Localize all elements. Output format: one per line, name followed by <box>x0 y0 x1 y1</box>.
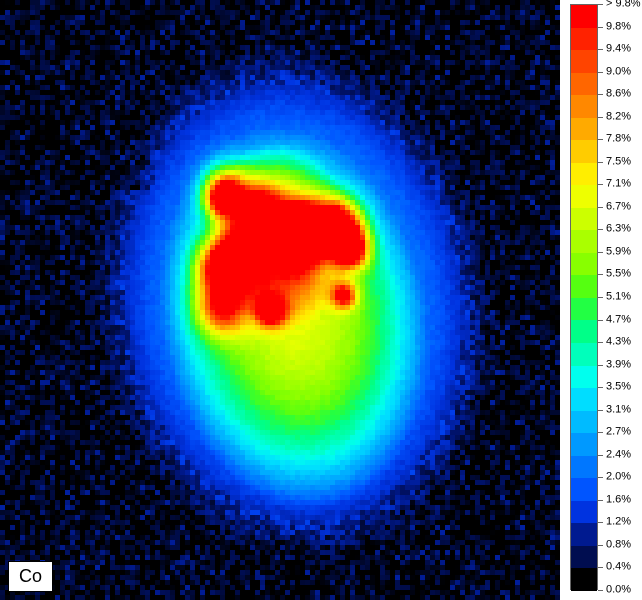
tick-label: 5.5% <box>603 269 631 280</box>
colorbar <box>570 4 598 590</box>
colorbar-segment <box>571 366 597 389</box>
tick-label: 9.4% <box>603 44 631 55</box>
colorbar-segment <box>571 343 597 366</box>
colorbar-segment <box>571 50 597 73</box>
colorbar-tick: 6.3% <box>598 229 631 230</box>
colorbar-tick: 0.8% <box>598 545 631 546</box>
colorbar-tick: 9.4% <box>598 49 631 50</box>
tick-label: 2.7% <box>603 427 631 438</box>
colorbar-tick: 7.8% <box>598 139 631 140</box>
colorbar-segment <box>571 546 597 569</box>
colorbar-tick: 7.1% <box>598 184 631 185</box>
tick-label: 1.2% <box>603 517 631 528</box>
colorbar-segment <box>571 230 597 253</box>
colorbar-segment <box>571 388 597 411</box>
colorbar-tick: 3.9% <box>598 365 631 366</box>
tick-label: 2.4% <box>603 449 631 460</box>
colorbar-tick: 4.7% <box>598 320 631 321</box>
colorbar-segment <box>571 253 597 276</box>
colorbar-segment <box>571 73 597 96</box>
colorbar-tick: 2.4% <box>598 455 631 456</box>
colorbar-segment <box>571 275 597 298</box>
colorbar-tick: 6.7% <box>598 207 631 208</box>
colorbar-tick: 9.8% <box>598 27 631 28</box>
colorbar-tick: 2.0% <box>598 477 631 478</box>
colorbar-tick: 5.9% <box>598 252 631 253</box>
tick-label: 7.8% <box>603 134 631 145</box>
tick-label: 6.3% <box>603 224 631 235</box>
colorbar-tick: 0.4% <box>598 567 631 568</box>
tick-label: 9.0% <box>603 66 631 77</box>
colorbar-tick: 5.5% <box>598 274 631 275</box>
colorbar-tick: 2.7% <box>598 432 631 433</box>
tick-label: 5.1% <box>603 292 631 303</box>
element-symbol-label: Co <box>8 561 53 592</box>
colorbar-segment <box>571 208 597 231</box>
colorbar-segment <box>571 5 597 28</box>
tick-label: 4.7% <box>603 314 631 325</box>
tick-label: 8.6% <box>603 89 631 100</box>
colorbar-tick: > 9.8% <box>598 4 641 5</box>
colorbar-segment <box>571 298 597 321</box>
tick-label: 5.9% <box>603 246 631 257</box>
colorbar-segment <box>571 163 597 186</box>
colorbar-segment <box>571 320 597 343</box>
tick-label: 0.4% <box>603 562 631 573</box>
colorbar-tick: 5.1% <box>598 297 631 298</box>
tick-label: 1.6% <box>603 494 631 505</box>
tick-label: 3.5% <box>603 382 631 393</box>
colorbar-segment <box>571 140 597 163</box>
colorbar-tick: 3.1% <box>598 410 631 411</box>
colorbar-segment <box>571 478 597 501</box>
colorbar-tick: 1.6% <box>598 500 631 501</box>
tick-label: 3.9% <box>603 359 631 370</box>
colorbar-segment <box>571 95 597 118</box>
colorbar-segment <box>571 28 597 51</box>
colorbar-segment <box>571 501 597 524</box>
tick-label: 0.0% <box>603 585 631 596</box>
colorbar-segment <box>571 185 597 208</box>
tick-label: 3.1% <box>603 404 631 415</box>
colorbar-segment <box>571 411 597 434</box>
tick-label: 7.5% <box>603 156 631 167</box>
colorbar-tick: 3.5% <box>598 387 631 388</box>
heatmap-panel: Co <box>0 0 560 600</box>
tick-label: 9.8% <box>603 21 631 32</box>
heatmap-canvas <box>0 0 560 600</box>
colorbar-tick: 1.2% <box>598 522 631 523</box>
colorbar-segment <box>571 523 597 546</box>
tick-label: 2.0% <box>603 472 631 483</box>
tick-label: 4.3% <box>603 337 631 348</box>
colorbar-segment <box>571 118 597 141</box>
colorbar-segment <box>571 568 597 591</box>
colorbar-segment <box>571 456 597 479</box>
colorbar-segment <box>571 433 597 456</box>
tick-label: 0.8% <box>603 539 631 550</box>
colorbar-tick: 0.0% <box>598 590 631 591</box>
tick-label: 7.1% <box>603 179 631 190</box>
tick-label: 6.7% <box>603 201 631 212</box>
colorbar-tick: 7.5% <box>598 162 631 163</box>
colorbar-tick: 4.3% <box>598 342 631 343</box>
tick-label: > 9.8% <box>603 0 641 10</box>
colorbar-tick: 8.6% <box>598 94 631 95</box>
colorbar-tick: 8.2% <box>598 117 631 118</box>
tick-label: 8.2% <box>603 111 631 122</box>
colorbar-tick: 9.0% <box>598 72 631 73</box>
